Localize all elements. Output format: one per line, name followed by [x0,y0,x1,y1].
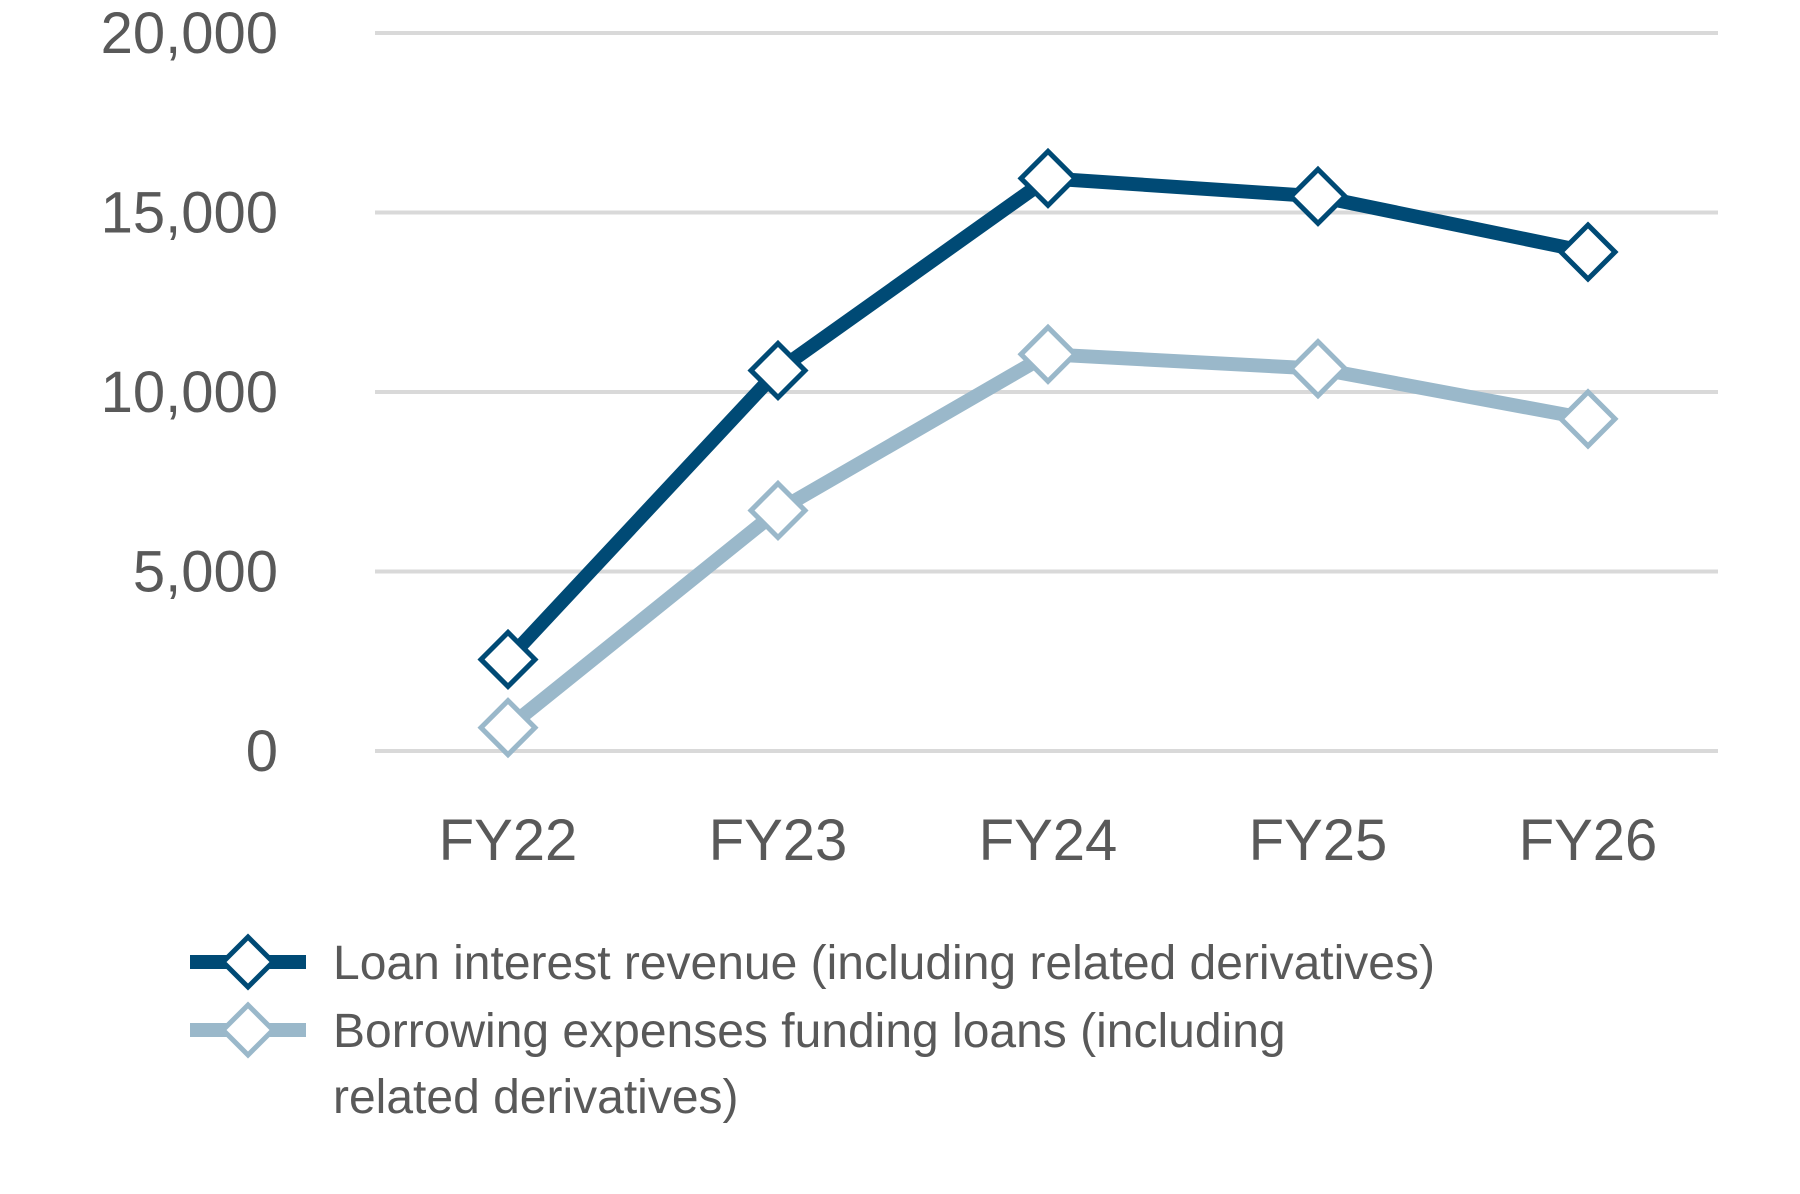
x-tick-label: FY22 [439,808,578,873]
y-tick-label: 20,000 [101,1,278,66]
y-tick-label: 0 [246,719,278,784]
legend-label: Borrowing expenses funding loans (includ… [333,1005,1286,1058]
x-tick-label: FY26 [1519,808,1658,873]
x-axis-tick-labels: FY22 FY23 FY24 FY25 FY26 [439,808,1658,873]
y-tick-label: 15,000 [101,181,278,246]
data-point [477,628,539,690]
y-tick-label: 5,000 [133,540,278,605]
data-point [477,697,539,759]
x-tick-label: FY23 [709,808,848,873]
data-point [1287,165,1349,227]
legend-marker [219,933,277,991]
gridlines [375,31,1718,753]
y-axis-tick-labels: 0 5,000 10,000 15,000 20,000 [101,1,278,784]
legend: Loan interest revenue (including related… [190,933,1435,1124]
data-point [1287,338,1349,400]
data-point [747,479,809,542]
legend-label: related derivatives) [333,1071,739,1124]
series-1 [477,147,1619,690]
series-line [501,347,1595,735]
data-point [1557,221,1619,283]
data-point [1557,388,1619,450]
legend-label: Loan interest revenue (including related… [333,937,1435,990]
x-tick-label: FY25 [1249,808,1388,873]
data-point [747,339,809,401]
x-tick-label: FY24 [979,808,1118,873]
series-layer [477,147,1619,759]
y-tick-label: 10,000 [101,360,278,425]
legend-marker [219,1001,277,1059]
legend-item-1: Loan interest revenue (including related… [190,933,1435,991]
data-point [1017,323,1079,385]
series-2 [477,323,1619,759]
data-point [1017,147,1079,209]
series-line [501,171,1595,667]
legend-item-2: Borrowing expenses funding loans (includ… [190,1001,1286,1124]
